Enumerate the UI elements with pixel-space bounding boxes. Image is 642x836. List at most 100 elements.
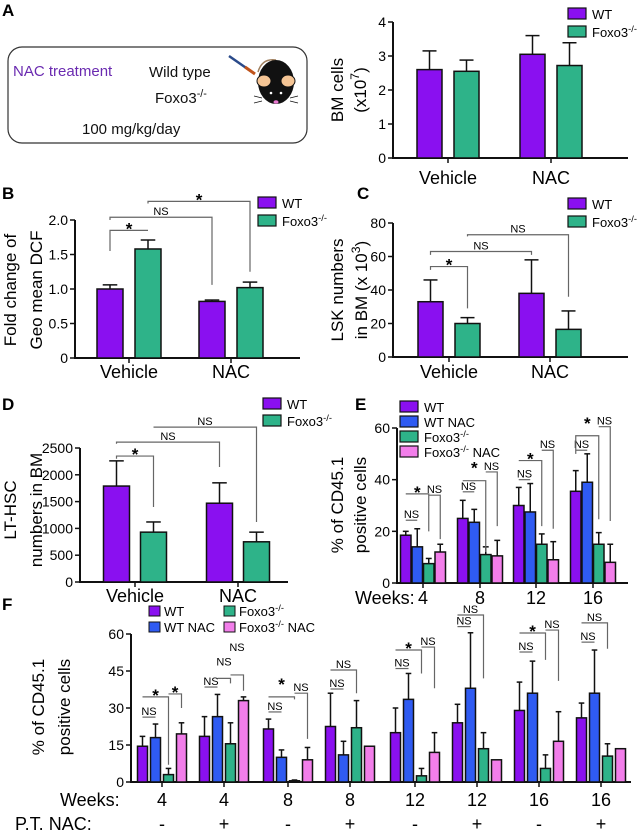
pretreatment-marker: +: [345, 814, 356, 834]
x-category-label: 8: [283, 790, 293, 810]
bar-foxo-nac: [363, 745, 376, 783]
significance-bracket: [581, 622, 609, 649]
y-tick-label: 15: [108, 737, 124, 753]
significance-bracket: [485, 471, 498, 527]
pretreatment-marker: +: [219, 814, 230, 834]
bar-foxo: [535, 543, 548, 584]
significance-bracket: [115, 455, 155, 507]
legend-swatch: [223, 621, 236, 633]
legend-swatch: [399, 430, 419, 443]
legend-swatch: [257, 214, 277, 227]
bar-wt-nac: [588, 692, 601, 783]
y-tick-label: 0: [378, 349, 386, 365]
significance-bracket: [518, 459, 543, 527]
y-axis-label: in BM (x 103): [349, 241, 371, 339]
y-axis-label: numbers in BM: [27, 453, 46, 567]
significance-bracket: [142, 696, 170, 765]
x-axis-title: Weeks:: [60, 790, 120, 810]
significance-bracket: [230, 674, 245, 691]
significance-label: NS: [587, 612, 602, 624]
panel-letter: A: [2, 1, 14, 20]
significance-label: NS: [336, 659, 351, 671]
bar-foxo-nac: [547, 559, 560, 584]
bar-foxo-nac: [604, 561, 617, 584]
bar-wt: [102, 485, 131, 583]
significance-label: *: [278, 675, 285, 694]
significance-bracket: [217, 677, 232, 684]
bar-wt: [512, 504, 525, 584]
bar-wt-nac: [524, 511, 537, 584]
y-tick-label: 60: [370, 249, 386, 265]
bar-foxo-nac: [301, 759, 314, 783]
dose-label: 100 mg/kg/day: [82, 121, 181, 138]
y-axis-label: Fold change of: [1, 233, 20, 346]
y-axis-label: LSK numbers: [328, 239, 347, 342]
x-category-label: 12: [467, 790, 487, 810]
significance-label: NS: [544, 619, 559, 631]
legend-swatch: [567, 7, 587, 20]
y-tick-label: 40: [374, 472, 390, 488]
significance-bracket: [268, 696, 296, 700]
bar-wt: [519, 53, 546, 159]
x-category-label: 12: [405, 790, 425, 810]
legend-swatch: [148, 605, 161, 617]
panel-d-chart: D 0 500 1000 1500 2000 2500 LT-HSC numbers in BM…: [1, 395, 332, 606]
significance-bracket: [598, 426, 611, 521]
bar-foxo: [453, 70, 480, 159]
bar-foxo: [162, 773, 175, 783]
bar-wt: [136, 745, 149, 783]
legend-swatch: [223, 605, 236, 617]
significance-label: *: [126, 219, 133, 238]
row2-title: P.T. NAC:: [15, 814, 92, 834]
genotype-wild-type: Wild type: [149, 64, 211, 81]
significance-label: NS: [293, 682, 308, 694]
significance-label: NS: [197, 416, 212, 428]
bar-foxo: [134, 248, 162, 359]
significance-label: *: [196, 190, 203, 209]
panel-a-chart: A 0 1 2 3 4 BM cells (x107) Vehicle NAC WT Foxo3-/-: [2, 1, 637, 188]
significance-label: *: [172, 683, 179, 702]
significance-label: NS: [510, 224, 525, 236]
significance-label: NS: [394, 658, 409, 670]
x-axis-title: Weeks:: [355, 588, 415, 608]
genotype-foxo3-ko: Foxo3-/-: [155, 88, 207, 107]
bar-foxo: [477, 747, 490, 783]
significance-label: *: [471, 459, 478, 478]
significance-bracket: [405, 493, 430, 532]
panel-b-chart: B 0 0.5 1.0 1.5 2.0 Fold change of Geo mean DCF…: [1, 184, 327, 382]
legend-label: Foxo3-/-: [592, 24, 637, 40]
legend-label: WT NAC: [424, 415, 475, 430]
x-category-label: 8: [345, 790, 355, 810]
bar-wt: [96, 288, 124, 359]
significance-label: NS: [473, 240, 488, 252]
bar-wt: [417, 300, 444, 358]
significance-bracket: [153, 426, 258, 522]
pretreatment-marker: -: [159, 814, 165, 834]
significance-label: *: [527, 450, 534, 469]
significance-bracket: [147, 200, 251, 272]
y-tick-label: 500: [50, 547, 74, 563]
legend-label: Foxo3-/- NAC: [239, 619, 315, 635]
bar-wt: [416, 68, 443, 159]
significance-label: NS: [540, 439, 555, 451]
significance-bracket: [109, 216, 213, 285]
y-tick-label: 80: [370, 215, 386, 231]
significance-label: NS: [580, 631, 595, 643]
bar-wt: [518, 292, 545, 358]
bar-foxo: [139, 531, 168, 583]
x-category-label: 8: [475, 588, 485, 608]
y-axis-label: % of CD45.1: [29, 659, 48, 755]
significance-label: NS: [404, 509, 419, 521]
bar-wt: [205, 502, 234, 583]
significance-label: NS: [267, 701, 282, 713]
pretreatment-marker: -: [412, 814, 418, 834]
y-tick-label: 1: [378, 116, 386, 132]
y-tick-label: 0: [116, 774, 124, 790]
y-tick-label: 2000: [42, 467, 73, 483]
bar-wt: [198, 300, 226, 359]
bar-foxo-nac: [175, 733, 188, 783]
panel-letter: D: [2, 395, 14, 414]
bar-foxo-nac: [428, 751, 441, 783]
significance-label: NS: [597, 416, 612, 428]
